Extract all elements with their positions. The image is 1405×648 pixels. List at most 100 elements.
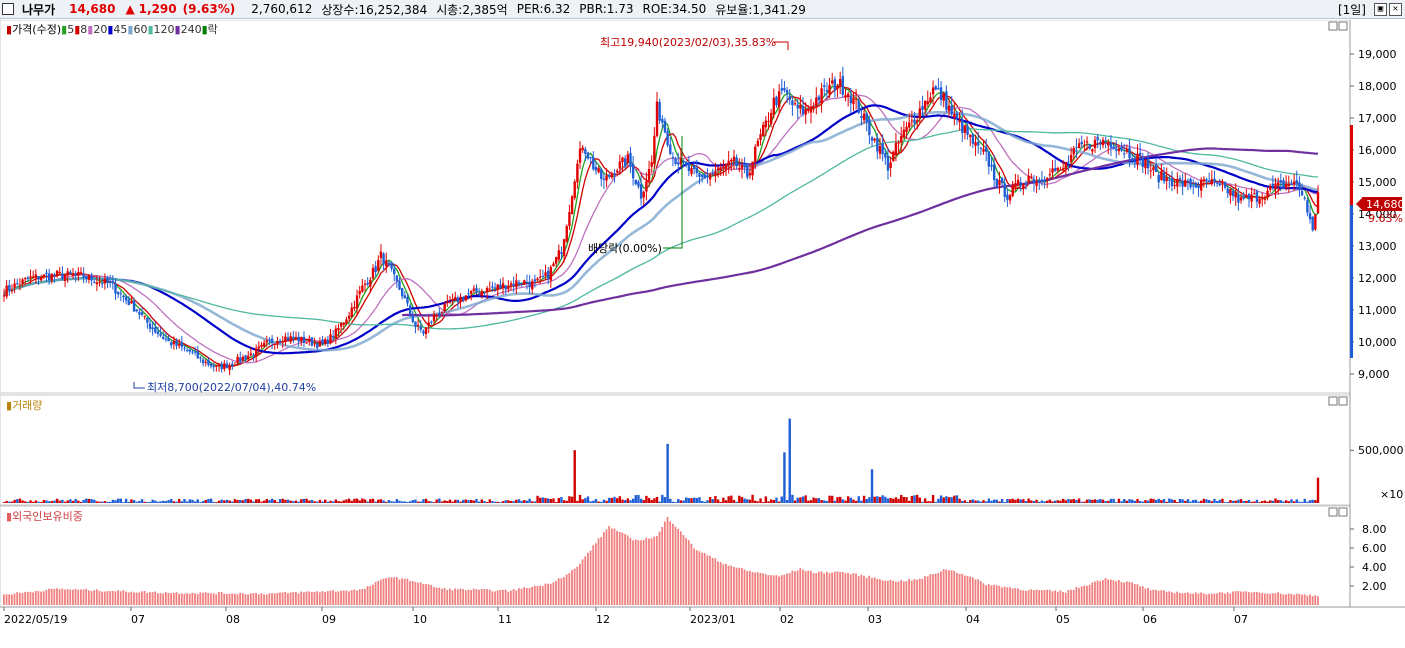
foreign-ratio-bar [106,591,109,605]
foreign-ratio-bar [302,592,305,605]
foreign-ratio-bar [212,593,215,605]
volume-bar [515,499,518,503]
candle-body [1061,168,1065,171]
candle-body [85,276,88,279]
candle-body [998,179,1001,186]
volume-bar [647,497,651,503]
candle-body [984,147,988,152]
foreign-ratio-bar [162,593,165,605]
candle-body [1056,167,1060,171]
volume-bar [101,501,104,503]
volume-bar [480,499,484,503]
candle-body [746,165,749,178]
candle-body [252,354,255,356]
candle-body [719,167,722,171]
foreign-ratio-bar [1221,592,1224,605]
foreign-ratio-bar [807,570,810,605]
foreign-ratio-bar [592,545,595,605]
legend-item[interactable]: 45 [113,23,127,36]
stock-chart[interactable]: 9,00010,00011,00012,00013,00014,00015,00… [0,20,1405,648]
candle-body [913,119,916,124]
close-window-icon[interactable]: ✕ [1389,3,1402,16]
candle-body [273,344,276,346]
volume-bar [934,501,937,503]
volume-bar [690,498,693,503]
candle-body [79,272,83,274]
candle-body [448,302,452,304]
candle-body [183,347,186,349]
foreign-ratio-bar [268,593,271,605]
foreign-ratio-bar [849,574,852,605]
legend-item[interactable]: 60 [133,23,147,36]
volume-bar [382,500,385,503]
legend-item[interactable]: 가격(수정) [12,23,61,36]
candle-body [1215,182,1219,184]
foreign-ratio-bar [857,576,860,605]
foreign-ratio-bar [1062,592,1064,605]
volume-bar [1290,499,1293,503]
candle-body [926,101,929,105]
volume-bar [841,499,845,503]
foreign-ratio-bar [926,576,929,605]
volume-bar [371,498,375,503]
price-panel-buttons[interactable] [1328,21,1348,31]
volume-bar [1300,502,1304,503]
candle-body [868,119,871,136]
candle-body [560,252,563,254]
volume-bar [45,500,48,503]
volume-bar [377,499,380,503]
legend-item[interactable]: 120 [154,23,175,36]
legend-item[interactable]: 락 [208,23,218,36]
period-selector[interactable]: [1일] [1337,3,1366,17]
foreign-ratio-bar [1107,579,1110,605]
foreign-ratio-bar [730,565,733,605]
volume-bar [1000,498,1004,503]
candle-body [730,159,733,162]
candle-body [16,283,19,285]
restore-window-icon[interactable]: ▣ [1374,3,1387,16]
volume-bar [1292,501,1296,503]
candle-body [472,288,476,291]
legend-item[interactable]: 240 [181,23,202,36]
foreign-ratio-bar [125,591,127,605]
volume-bar [130,499,133,503]
legend-item[interactable]: 5 [67,23,74,36]
volume-bar [552,498,555,503]
foreign-ratio-bar [982,583,985,605]
candle-body [260,344,263,347]
foreign-ratio-bar [1232,591,1234,605]
foreign-ratio-bar [690,543,693,605]
volume-bar [634,495,637,503]
volume-bar [793,500,797,503]
x-tick-label: 2022/05/19 [4,613,67,626]
volume-bar [77,500,80,503]
volume-bar [1019,499,1022,503]
legend-marker: ▮ [74,23,80,36]
ma-line-60 [2,110,1319,352]
price-tick-label: 14,000 [1358,208,1397,221]
volume-bar [1069,499,1073,503]
volume-bar [1170,499,1174,503]
foreign-ratio-bar [403,578,406,605]
volume-bar [278,499,282,503]
foreign-ratio-bar [66,589,69,605]
candle-body [886,156,890,171]
candle-body [831,80,834,84]
volume-bar [873,496,876,503]
foreign-ratio-bar [1078,587,1080,605]
legend-item[interactable]: 20 [93,23,107,36]
foreign-ratio-bar [1075,587,1078,605]
candle-body [231,363,234,366]
foreign-panel-buttons[interactable] [1328,507,1348,517]
candle-body [289,336,292,342]
candle-body [254,348,258,357]
volume-panel-buttons[interactable] [1328,396,1348,406]
candle-body [390,262,393,269]
select-checkbox[interactable] [2,3,14,15]
candle-body [308,338,311,342]
current-price: 14,680 [69,2,116,16]
candle-body [1165,177,1168,181]
legend-item[interactable]: 8 [80,23,87,36]
candle-body [363,283,367,286]
candle-body [262,342,266,347]
